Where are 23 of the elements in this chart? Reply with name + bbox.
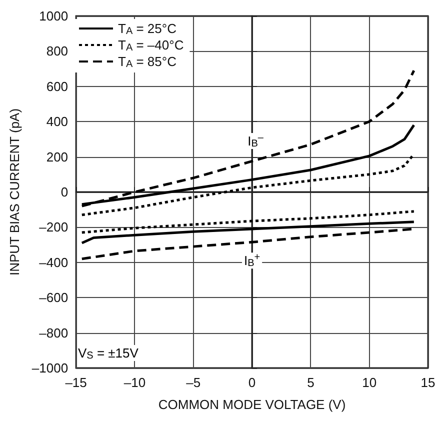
y-tick-label: –600 <box>39 290 68 306</box>
y-axis-title: INPUT BIAS CURRENT (pA) <box>7 108 22 276</box>
x-tick-label: –15 <box>65 375 87 390</box>
y-tick-label: –800 <box>39 325 68 340</box>
y-tick-label: 600 <box>46 78 68 94</box>
line-series <box>80 152 416 216</box>
y-tick-label: –400 <box>39 254 68 270</box>
y-tick-label: 200 <box>46 149 68 164</box>
x-tick-label: 15 <box>420 375 436 390</box>
line-series <box>80 210 416 234</box>
y-tick-label: 400 <box>46 114 68 130</box>
x-tick-label: 5 <box>307 375 314 390</box>
x-tick-label: –5 <box>186 375 201 390</box>
x-tick-label: 0 <box>248 375 256 390</box>
x-axis-title: COMMON MODE VOLTAGE (V) <box>158 397 346 412</box>
x-tick-label: 10 <box>362 375 377 390</box>
line-series <box>80 220 416 244</box>
y-tick-label: –1000 <box>32 360 68 376</box>
y-tick-label: –200 <box>39 220 68 235</box>
y-tick-label: 800 <box>46 44 68 59</box>
y-tick-label: 0 <box>60 184 68 200</box>
x-tick-label: –10 <box>124 375 146 390</box>
y-tick-label: 1000 <box>39 8 68 24</box>
